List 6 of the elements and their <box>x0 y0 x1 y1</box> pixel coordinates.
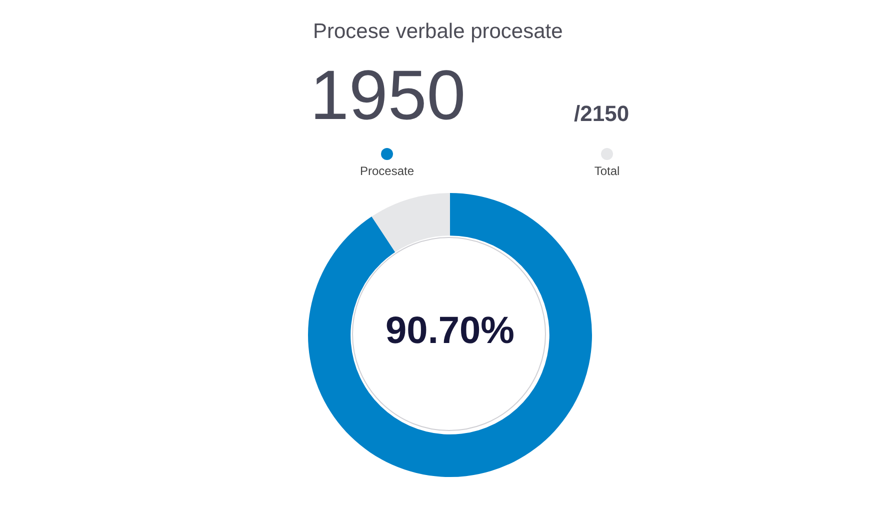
text: /2150 <box>574 101 630 127</box>
legend-label: Procesate <box>360 164 414 178</box>
text: 90.70% <box>384 310 516 353</box>
legend-label: Total <box>594 164 620 178</box>
chart-title: Procese verbale procesate <box>313 20 563 44</box>
text: 1950 <box>310 56 466 134</box>
